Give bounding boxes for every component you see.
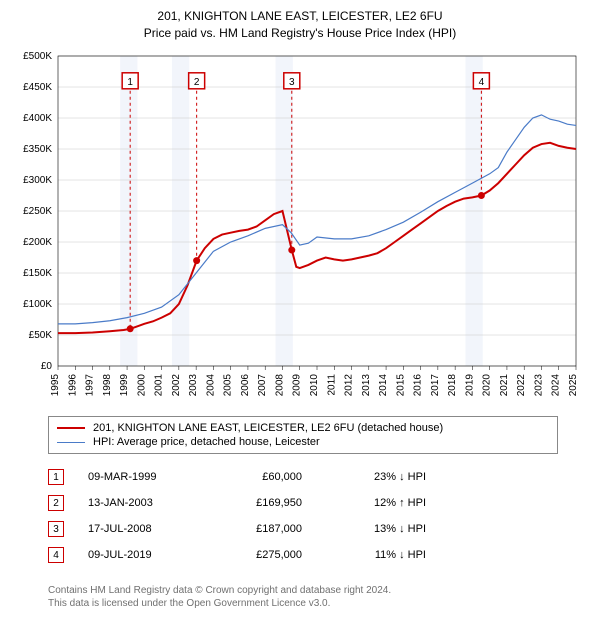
y-axis-label: £250K bbox=[23, 206, 52, 217]
x-axis-label: 2006 bbox=[240, 374, 251, 397]
y-axis-label: £450K bbox=[23, 82, 52, 93]
event-diff: 23% ↓ HPI bbox=[326, 471, 426, 483]
x-axis-label: 2018 bbox=[447, 374, 458, 397]
footer-line1: Contains HM Land Registry data © Crown c… bbox=[48, 584, 391, 597]
x-axis-label: 2017 bbox=[430, 374, 441, 397]
chart-title-block: 201, KNIGHTON LANE EAST, LEICESTER, LE2 … bbox=[0, 0, 600, 42]
footer-attribution: Contains HM Land Registry data © Crown c… bbox=[48, 584, 391, 610]
event-row: 3 17-JUL-2008 £187,000 13% ↓ HPI bbox=[48, 516, 558, 542]
chart-svg: £0 £50K £100K £150K £200K £250K £300K £350K £400… bbox=[8, 46, 592, 406]
x-axis-label: 2014 bbox=[378, 374, 389, 397]
x-axis-label: 2005 bbox=[223, 374, 234, 397]
event-diff: 11% ↓ HPI bbox=[326, 549, 426, 561]
x-axis-label: 2015 bbox=[395, 374, 406, 397]
events-table: 1 09-MAR-1999 £60,000 23% ↓ HPI 2 13-JAN-2003… bbox=[48, 464, 558, 568]
event-diff: 12% ↑ HPI bbox=[326, 497, 426, 509]
x-axis-label: 1995 bbox=[50, 374, 61, 397]
event-date: 17-JUL-2008 bbox=[88, 523, 198, 535]
x-axis-label: 2025 bbox=[568, 374, 579, 397]
x-axis-label: 2019 bbox=[464, 374, 475, 397]
x-axis-label: 1996 bbox=[67, 374, 78, 397]
event-date: 09-JUL-2019 bbox=[88, 549, 198, 561]
x-axis-label: 2002 bbox=[171, 374, 182, 397]
x-axis-label: 1998 bbox=[102, 374, 113, 397]
x-axis-label: 2013 bbox=[361, 374, 372, 397]
x-axis-label: 2007 bbox=[257, 374, 268, 397]
legend-item: HPI: Average price, detached house, Leic… bbox=[57, 435, 549, 449]
y-axis-label: £400K bbox=[23, 113, 52, 124]
legend-item: 201, KNIGHTON LANE EAST, LEICESTER, LE2 … bbox=[57, 421, 549, 435]
legend-label: HPI: Average price, detached house, Leic… bbox=[93, 436, 320, 448]
event-date: 13-JAN-2003 bbox=[88, 497, 198, 509]
x-axis-label: 2011 bbox=[326, 374, 337, 396]
x-axis-label: 2001 bbox=[154, 374, 165, 397]
y-axis-label: £500K bbox=[23, 51, 52, 62]
legend-swatch bbox=[57, 442, 85, 443]
y-axis-label: £0 bbox=[41, 361, 53, 372]
x-axis-label: 1997 bbox=[85, 374, 96, 397]
x-axis-label: 2010 bbox=[309, 374, 320, 397]
y-axis-label: £150K bbox=[23, 268, 52, 279]
y-axis-label: £350K bbox=[23, 144, 52, 155]
y-axis-label: £50K bbox=[29, 330, 53, 341]
chart-marker-label: 3 bbox=[289, 77, 295, 88]
event-marker: 4 bbox=[48, 547, 64, 563]
x-axis-label: 2023 bbox=[533, 374, 544, 397]
y-axis-label: £100K bbox=[23, 299, 52, 310]
event-marker: 2 bbox=[48, 495, 64, 511]
chart-marker-label: 4 bbox=[479, 77, 485, 88]
event-date: 09-MAR-1999 bbox=[88, 471, 198, 483]
chart-marker-label: 2 bbox=[194, 77, 200, 88]
event-price: £169,950 bbox=[222, 497, 302, 509]
price-chart: £0 £50K £100K £150K £200K £250K £300K £350K £400… bbox=[8, 46, 592, 406]
x-axis-label: 2024 bbox=[551, 374, 562, 397]
legend-label: 201, KNIGHTON LANE EAST, LEICESTER, LE2 … bbox=[93, 422, 443, 434]
x-axis-label: 2021 bbox=[499, 374, 510, 397]
x-axis-label: 2016 bbox=[413, 374, 424, 397]
x-axis-label: 2000 bbox=[136, 374, 147, 397]
event-price: £60,000 bbox=[222, 471, 302, 483]
x-axis-label: 2022 bbox=[516, 374, 527, 397]
title-subtitle: Price paid vs. HM Land Registry's House … bbox=[0, 25, 600, 42]
event-diff: 13% ↓ HPI bbox=[326, 523, 426, 535]
x-axis-label: 2020 bbox=[482, 374, 493, 397]
chart-marker-label: 1 bbox=[127, 77, 133, 88]
x-axis-label: 1999 bbox=[119, 374, 130, 397]
event-marker: 3 bbox=[48, 521, 64, 537]
y-axis-label: £200K bbox=[23, 237, 52, 248]
x-axis-label: 2004 bbox=[205, 374, 216, 397]
footer-line2: This data is licensed under the Open Gov… bbox=[48, 597, 391, 610]
event-price: £275,000 bbox=[222, 549, 302, 561]
x-axis-label: 2008 bbox=[274, 374, 285, 397]
legend: 201, KNIGHTON LANE EAST, LEICESTER, LE2 … bbox=[48, 416, 558, 454]
y-axis-label: £300K bbox=[23, 175, 52, 186]
event-row: 4 09-JUL-2019 £275,000 11% ↓ HPI bbox=[48, 542, 558, 568]
event-row: 1 09-MAR-1999 £60,000 23% ↓ HPI bbox=[48, 464, 558, 490]
x-axis-label: 2012 bbox=[344, 374, 355, 397]
x-axis-label: 2003 bbox=[188, 374, 199, 397]
title-address: 201, KNIGHTON LANE EAST, LEICESTER, LE2 … bbox=[0, 8, 600, 25]
x-axis-label: 2009 bbox=[292, 374, 303, 397]
legend-swatch bbox=[57, 427, 85, 429]
event-price: £187,000 bbox=[222, 523, 302, 535]
event-row: 2 13-JAN-2003 £169,950 12% ↑ HPI bbox=[48, 490, 558, 516]
event-marker: 1 bbox=[48, 469, 64, 485]
